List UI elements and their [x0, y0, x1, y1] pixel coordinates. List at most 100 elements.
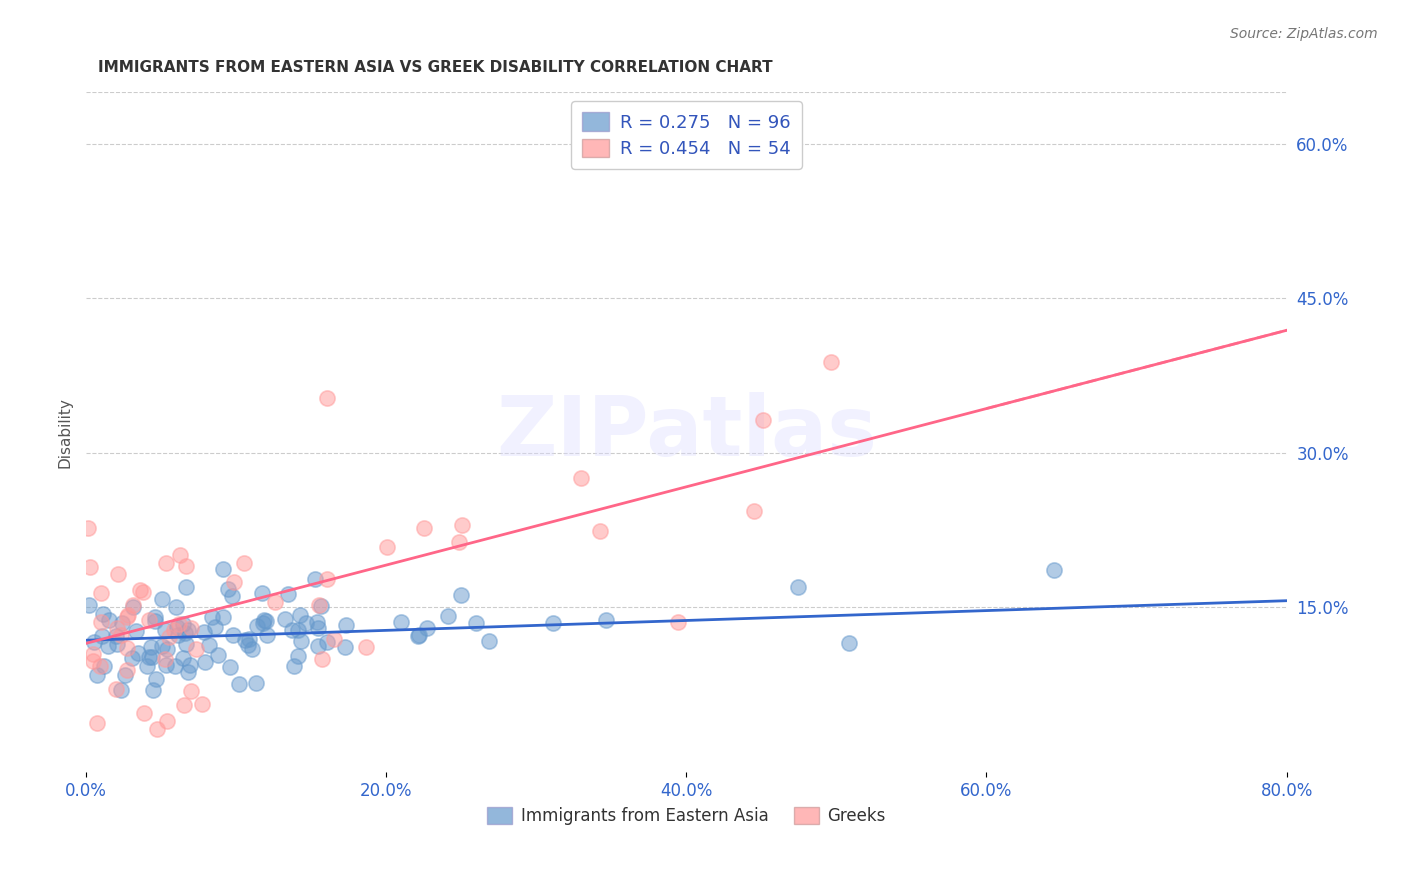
Greeks: [157, 630, 180, 644]
Greeks: [180, 684, 202, 698]
Immigrants from Eastern Asia: [193, 624, 215, 639]
Immigrants from Eastern Asia: [287, 623, 309, 637]
Greeks: [315, 572, 337, 586]
Immigrants from Eastern Asia: [309, 599, 332, 613]
Immigrants from Eastern Asia: [165, 599, 187, 614]
Greeks: [105, 681, 128, 696]
Greeks: [569, 471, 592, 485]
Immigrants from Eastern Asia: [125, 624, 148, 639]
Greeks: [90, 615, 112, 629]
Greeks: [742, 504, 765, 518]
Greeks: [155, 557, 177, 571]
Immigrants from Eastern Asia: [77, 598, 100, 612]
Greeks: [105, 621, 128, 635]
Greeks: [180, 621, 202, 635]
Immigrants from Eastern Asia: [197, 638, 219, 652]
Immigrants from Eastern Asia: [595, 613, 617, 627]
Immigrants from Eastern Asia: [166, 628, 188, 642]
Greeks: [167, 617, 190, 632]
Greeks: [155, 651, 177, 665]
Immigrants from Eastern Asia: [141, 650, 163, 665]
Immigrants from Eastern Asia: [274, 612, 297, 626]
Immigrants from Eastern Asia: [406, 629, 429, 643]
Greeks: [115, 640, 138, 655]
Immigrants from Eastern Asia: [163, 658, 186, 673]
Immigrants from Eastern Asia: [98, 613, 121, 627]
Immigrants from Eastern Asia: [135, 659, 157, 673]
Immigrants from Eastern Asia: [221, 628, 243, 642]
Greeks: [191, 697, 214, 711]
Immigrants from Eastern Asia: [478, 634, 501, 648]
Immigrants from Eastern Asia: [287, 649, 309, 664]
Greeks: [163, 624, 186, 638]
Immigrants from Eastern Asia: [838, 636, 860, 650]
Greeks: [222, 575, 245, 590]
Greeks: [356, 640, 378, 654]
Greeks: [76, 521, 98, 535]
Text: Source: ZipAtlas.com: Source: ZipAtlas.com: [1230, 27, 1378, 41]
Greeks: [115, 610, 138, 624]
Text: IMMIGRANTS FROM EASTERN ASIA VS GREEK DISABILITY CORRELATION CHART: IMMIGRANTS FROM EASTERN ASIA VS GREEK DI…: [98, 60, 773, 75]
Immigrants from Eastern Asia: [281, 623, 304, 637]
Immigrants from Eastern Asia: [307, 621, 329, 635]
Greeks: [375, 541, 398, 555]
Immigrants from Eastern Asia: [283, 659, 305, 673]
Immigrants from Eastern Asia: [93, 659, 115, 673]
Immigrants from Eastern Asia: [211, 610, 233, 624]
Immigrants from Eastern Asia: [228, 676, 250, 690]
Immigrants from Eastern Asia: [465, 616, 488, 631]
Greeks: [308, 598, 330, 612]
Immigrants from Eastern Asia: [90, 629, 112, 643]
Immigrants from Eastern Asia: [254, 615, 277, 629]
Greeks: [117, 607, 139, 622]
Immigrants from Eastern Asia: [437, 609, 460, 624]
Greeks: [129, 583, 152, 598]
Immigrants from Eastern Asia: [172, 651, 194, 665]
Greeks: [451, 518, 474, 533]
Immigrants from Eastern Asia: [219, 659, 242, 673]
Immigrants from Eastern Asia: [316, 635, 339, 649]
Immigrants from Eastern Asia: [242, 641, 264, 656]
Immigrants from Eastern Asia: [238, 632, 260, 646]
Immigrants from Eastern Asia: [86, 668, 108, 682]
Immigrants from Eastern Asia: [150, 640, 173, 654]
Greeks: [90, 586, 112, 600]
Immigrants from Eastern Asia: [204, 620, 226, 634]
Immigrants from Eastern Asia: [256, 628, 278, 642]
Immigrants from Eastern Asia: [307, 640, 329, 654]
Immigrants from Eastern Asia: [143, 614, 166, 628]
Y-axis label: Disability: Disability: [58, 397, 72, 467]
Greeks: [263, 594, 285, 608]
Immigrants from Eastern Asia: [335, 618, 357, 632]
Immigrants from Eastern Asia: [166, 620, 188, 634]
Immigrants from Eastern Asia: [176, 665, 198, 680]
Greeks: [82, 647, 104, 661]
Greeks: [82, 654, 104, 668]
Greeks: [174, 558, 197, 573]
Greeks: [107, 566, 129, 581]
Greeks: [666, 615, 689, 629]
Immigrants from Eastern Asia: [174, 637, 197, 651]
Greeks: [752, 413, 775, 427]
Immigrants from Eastern Asia: [172, 617, 194, 632]
Greeks: [138, 613, 160, 627]
Immigrants from Eastern Asia: [110, 683, 132, 698]
Immigrants from Eastern Asia: [121, 650, 143, 665]
Immigrants from Eastern Asia: [277, 587, 299, 601]
Immigrants from Eastern Asia: [246, 619, 269, 633]
Immigrants from Eastern Asia: [245, 675, 267, 690]
Greeks: [413, 521, 436, 535]
Immigrants from Eastern Asia: [290, 634, 312, 648]
Text: ZIPatlas: ZIPatlas: [496, 392, 877, 473]
Immigrants from Eastern Asia: [217, 582, 239, 596]
Immigrants from Eastern Asia: [450, 588, 472, 602]
Immigrants from Eastern Asia: [114, 668, 136, 682]
Immigrants from Eastern Asia: [211, 562, 233, 576]
Greeks: [173, 698, 195, 713]
Immigrants from Eastern Asia: [236, 638, 259, 652]
Immigrants from Eastern Asia: [156, 641, 179, 656]
Greeks: [322, 632, 344, 646]
Immigrants from Eastern Asia: [252, 615, 274, 630]
Greeks: [131, 585, 153, 599]
Greeks: [79, 560, 101, 574]
